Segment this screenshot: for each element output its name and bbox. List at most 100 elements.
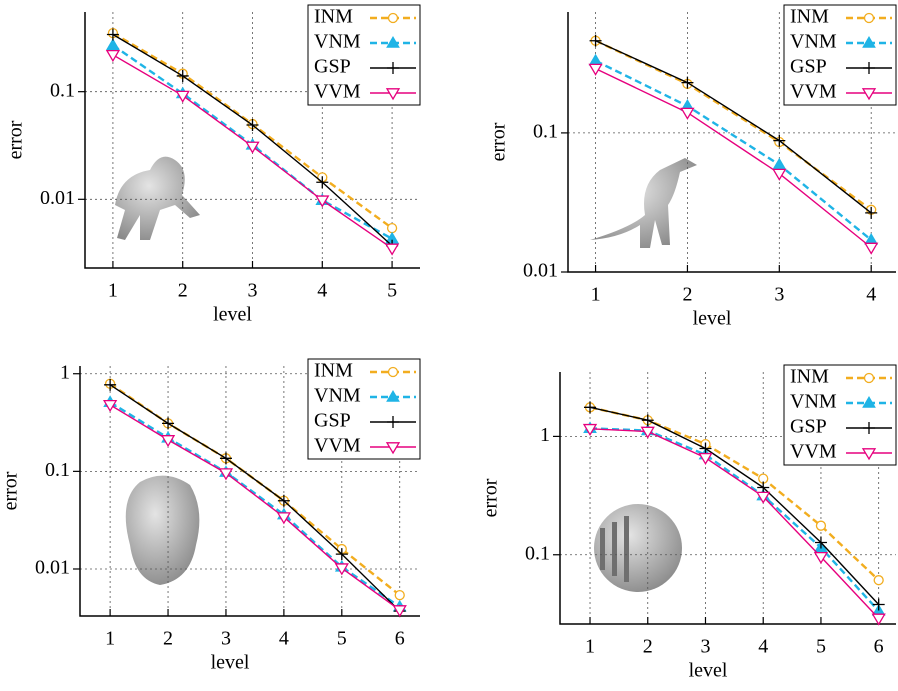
legend-marker xyxy=(386,36,400,48)
marker xyxy=(865,206,878,219)
marker xyxy=(335,548,348,561)
legend-label: VNM xyxy=(790,31,837,53)
marker xyxy=(277,494,290,507)
marker xyxy=(386,222,398,234)
y-tick-label: 0.1 xyxy=(45,459,70,481)
series-line xyxy=(589,427,880,612)
x-tick-label: 3 xyxy=(221,628,231,650)
legend-marker xyxy=(386,390,400,402)
legend-marker xyxy=(861,88,877,101)
legend-marker xyxy=(385,442,401,455)
marker xyxy=(105,49,121,63)
marker xyxy=(106,38,120,50)
y-tick-label: 1 xyxy=(540,424,550,446)
axis xyxy=(559,372,896,625)
axis xyxy=(567,12,896,273)
x-tick-label: 5 xyxy=(387,280,397,302)
axis xyxy=(79,366,420,617)
x-tick-label: 2 xyxy=(163,628,173,650)
legend-label: GSP xyxy=(314,56,351,78)
model-sphere-rings xyxy=(600,516,629,582)
y-tick-label: 0.1 xyxy=(525,542,550,564)
axis xyxy=(84,12,420,269)
marker xyxy=(772,157,787,170)
x-tick-label: 4 xyxy=(317,280,327,302)
x-tick-label: 3 xyxy=(774,284,784,306)
legend-marker xyxy=(387,12,399,24)
x-tick-label: 3 xyxy=(700,636,710,658)
marker xyxy=(813,552,829,565)
legend-marker xyxy=(863,422,875,434)
model-dinosaur xyxy=(590,158,697,248)
marker xyxy=(815,520,827,531)
marker xyxy=(106,28,119,41)
marker xyxy=(680,107,695,120)
legend-box xyxy=(307,4,421,106)
marker xyxy=(681,76,694,89)
marker xyxy=(772,168,787,181)
x-tick-label: 1 xyxy=(108,280,118,302)
x-axis-label: level xyxy=(693,308,732,330)
marker xyxy=(334,563,349,576)
legend-label: GSP xyxy=(790,56,827,78)
legend-label: VNM xyxy=(314,385,361,407)
marker xyxy=(640,426,655,439)
marker xyxy=(104,378,117,391)
legend: INM VNM GSP VVM xyxy=(307,358,421,460)
marker xyxy=(219,452,232,465)
y-tick-label: 1 xyxy=(60,361,70,383)
marker xyxy=(872,598,885,611)
subplot: 1 2 3 4 5 6 0.1 1 level error INM VNM GSP VVM xyxy=(480,364,897,682)
subplot: 1 2 3 4 0.01 0.1 level error INM VNM GSP VVM xyxy=(488,4,897,330)
legend-marker xyxy=(385,88,401,101)
marker xyxy=(160,435,176,448)
marker xyxy=(102,400,118,413)
legend-label: INM xyxy=(790,366,829,388)
y-axis-label: error xyxy=(5,120,27,159)
series-line xyxy=(595,40,872,214)
model-sphere xyxy=(594,504,682,592)
legend-box xyxy=(307,358,421,460)
marker xyxy=(392,605,407,618)
legend-label: INM xyxy=(790,6,829,28)
marker xyxy=(588,53,603,66)
marker xyxy=(756,491,771,504)
x-axis-label: level xyxy=(689,660,728,682)
x-tick-label: 2 xyxy=(178,280,188,302)
legend-label: INM xyxy=(314,6,353,28)
subplot: 1 2 3 4 5 0.01 0.1 level error INM VNM GSP VVM xyxy=(5,4,421,326)
y-tick-label: 0.1 xyxy=(533,120,558,142)
series-line xyxy=(595,59,872,241)
legend-marker xyxy=(861,448,877,461)
legend-label: VNM xyxy=(790,391,837,413)
legend-box xyxy=(783,364,897,466)
marker xyxy=(384,243,400,256)
x-tick-label: 5 xyxy=(816,636,826,658)
marker xyxy=(864,242,879,255)
marker xyxy=(814,536,827,549)
x-tick-label: 3 xyxy=(248,280,258,302)
subplot: 1 2 3 4 5 6 0.01 0.1 1 level error INM VNM GSP VVM xyxy=(0,358,421,674)
series-line xyxy=(589,428,880,619)
marker xyxy=(176,69,189,82)
series-line xyxy=(589,406,880,605)
legend: INM VNM GSP VVM xyxy=(783,364,897,466)
x-axis-label: level xyxy=(213,304,252,326)
x-tick-label: 1 xyxy=(585,636,595,658)
x-tick-label: 2 xyxy=(682,284,692,306)
marker xyxy=(175,90,190,103)
x-tick-label: 4 xyxy=(866,284,876,306)
model-lion xyxy=(115,156,200,240)
legend-label: INM xyxy=(314,360,353,382)
marker xyxy=(316,176,329,189)
marker xyxy=(589,34,602,47)
legend-label: VVM xyxy=(790,441,837,463)
series-line xyxy=(109,401,401,608)
legend-marker xyxy=(387,62,399,74)
marker xyxy=(315,195,330,208)
model-thumbnails xyxy=(115,156,697,592)
x-tick-label: 1 xyxy=(591,284,601,306)
marker xyxy=(773,134,786,147)
series-line xyxy=(109,404,401,611)
marker xyxy=(162,417,175,430)
